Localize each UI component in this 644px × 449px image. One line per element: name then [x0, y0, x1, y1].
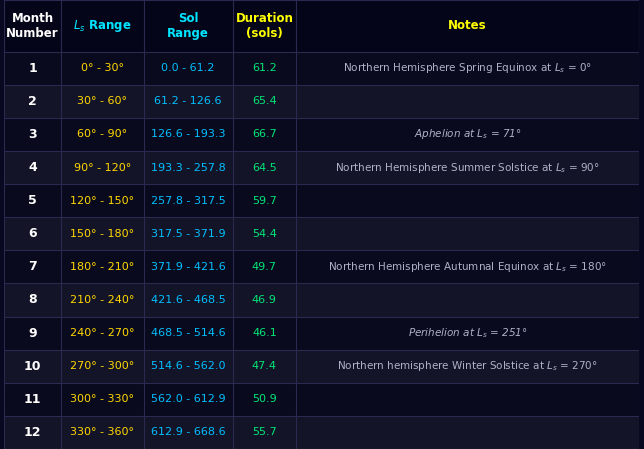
Text: 6: 6: [28, 227, 37, 240]
Text: 330° - 360°: 330° - 360°: [70, 427, 135, 437]
Text: Sol
Range: Sol Range: [167, 12, 209, 40]
Bar: [4, 151, 639, 184]
Text: 11: 11: [24, 393, 41, 406]
Text: 0° - 30°: 0° - 30°: [81, 63, 124, 73]
Text: 54.4: 54.4: [252, 229, 277, 239]
Text: 10: 10: [24, 360, 41, 373]
Text: 270° - 300°: 270° - 300°: [70, 361, 135, 371]
Text: Notes: Notes: [448, 19, 487, 32]
Text: 55.7: 55.7: [252, 427, 277, 437]
Text: 8: 8: [28, 294, 37, 307]
Text: Northern Hemisphere Summer Solstice at $L_s$ = 90°: Northern Hemisphere Summer Solstice at $…: [336, 161, 600, 175]
Text: 514.6 - 562.0: 514.6 - 562.0: [151, 361, 225, 371]
Bar: [4, 350, 639, 383]
Text: 150° - 180°: 150° - 180°: [70, 229, 135, 239]
Text: 4: 4: [28, 161, 37, 174]
Text: 257.8 - 317.5: 257.8 - 317.5: [151, 196, 225, 206]
Text: 421.6 - 468.5: 421.6 - 468.5: [151, 295, 225, 305]
Bar: [4, 0, 639, 52]
Text: 300° - 330°: 300° - 330°: [70, 394, 135, 405]
Text: 30° - 60°: 30° - 60°: [77, 96, 128, 106]
Text: 46.9: 46.9: [252, 295, 277, 305]
Text: 126.6 - 193.3: 126.6 - 193.3: [151, 129, 225, 140]
Bar: [4, 283, 639, 317]
Text: 612.9 - 668.6: 612.9 - 668.6: [151, 427, 225, 437]
Bar: [4, 416, 639, 449]
Bar: [4, 118, 639, 151]
Text: 317.5 - 371.9: 317.5 - 371.9: [151, 229, 225, 239]
Bar: [4, 317, 639, 350]
Text: 3: 3: [28, 128, 37, 141]
Text: 46.1: 46.1: [252, 328, 277, 338]
Text: Northern Hemisphere Autumnal Equinox at $L_s$ = 180°: Northern Hemisphere Autumnal Equinox at …: [328, 260, 607, 274]
Text: 120° - 150°: 120° - 150°: [70, 196, 135, 206]
Text: 66.7: 66.7: [252, 129, 277, 140]
Text: 12: 12: [24, 426, 41, 439]
Text: Duration
(sols): Duration (sols): [236, 12, 293, 40]
Text: 64.5: 64.5: [252, 163, 277, 172]
Text: 90° - 120°: 90° - 120°: [73, 163, 131, 172]
Text: 7: 7: [28, 260, 37, 273]
Text: 193.3 - 257.8: 193.3 - 257.8: [151, 163, 225, 172]
Text: 210° - 240°: 210° - 240°: [70, 295, 135, 305]
Text: Perihelion at $L_s$ = 251°: Perihelion at $L_s$ = 251°: [408, 326, 527, 340]
Text: 1: 1: [28, 62, 37, 75]
Text: Northern hemisphere Winter Solstice at $L_s$ = 270°: Northern hemisphere Winter Solstice at $…: [337, 359, 598, 373]
Text: Aphelion at $L_s$ = 71°: Aphelion at $L_s$ = 71°: [414, 128, 522, 141]
Text: 61.2 - 126.6: 61.2 - 126.6: [155, 96, 222, 106]
Bar: [4, 85, 639, 118]
Text: 47.4: 47.4: [252, 361, 277, 371]
Text: Northern Hemisphere Spring Equinox at $L_s$ = 0°: Northern Hemisphere Spring Equinox at $L…: [343, 61, 592, 75]
Text: 468.5 - 514.6: 468.5 - 514.6: [151, 328, 225, 338]
Text: 0.0 - 61.2: 0.0 - 61.2: [162, 63, 215, 73]
Text: 240° - 270°: 240° - 270°: [70, 328, 135, 338]
Bar: [4, 217, 639, 251]
Text: $L_s$ Range: $L_s$ Range: [73, 18, 131, 34]
Text: 2: 2: [28, 95, 37, 108]
Text: 180° - 210°: 180° - 210°: [70, 262, 135, 272]
Text: Month
Number: Month Number: [6, 12, 59, 40]
Text: 61.2: 61.2: [252, 63, 277, 73]
Text: 562.0 - 612.9: 562.0 - 612.9: [151, 394, 225, 405]
Text: 371.9 - 421.6: 371.9 - 421.6: [151, 262, 225, 272]
Text: 9: 9: [28, 326, 37, 339]
Bar: [4, 383, 639, 416]
Bar: [4, 184, 639, 217]
Bar: [4, 52, 639, 85]
Text: 5: 5: [28, 194, 37, 207]
Text: 50.9: 50.9: [252, 394, 277, 405]
Bar: [4, 251, 639, 283]
Text: 59.7: 59.7: [252, 196, 277, 206]
Text: 65.4: 65.4: [252, 96, 277, 106]
Text: 49.7: 49.7: [252, 262, 277, 272]
Text: 60° - 90°: 60° - 90°: [77, 129, 128, 140]
